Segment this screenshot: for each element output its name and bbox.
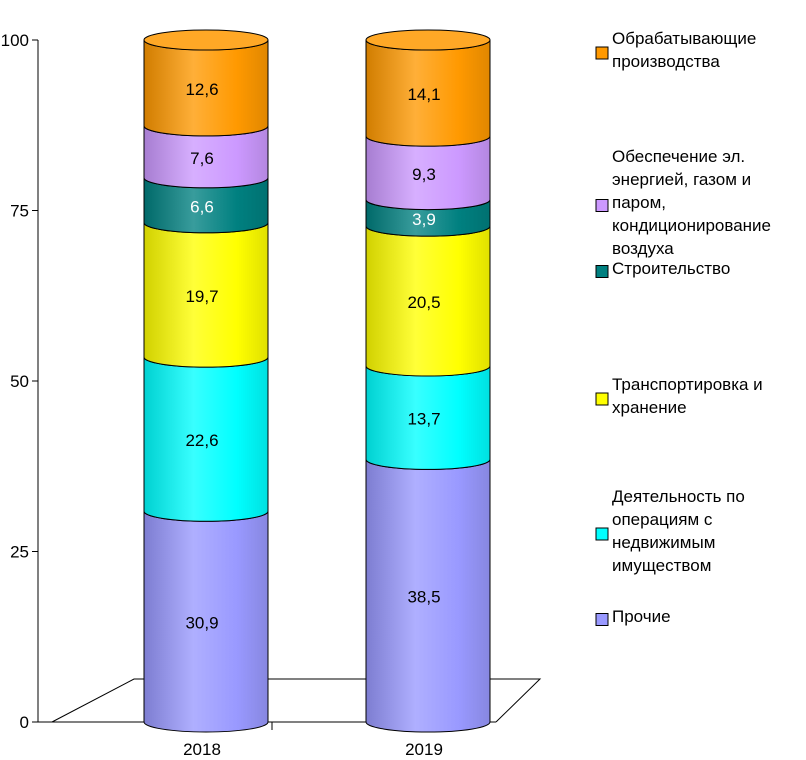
data-label: 14,1: [407, 85, 440, 104]
legend-swatch: [595, 392, 609, 406]
data-labels: 30,9 22,6 19,7 6,6 7,6 12,6 38,5 13,7 20,5 3,9 9,3…: [185, 80, 440, 633]
legend-label-line: кондиционирование: [612, 216, 771, 235]
bar-top-cap: [143, 29, 269, 51]
legend-label-line: Деятельность по: [612, 487, 745, 506]
data-label: 3,9: [412, 210, 436, 229]
data-label: 7,6: [190, 149, 214, 168]
legend-label: Прочие: [612, 607, 671, 626]
legend-swatch: [595, 527, 609, 541]
bars: [143, 29, 491, 733]
bar-top-cap: [365, 29, 491, 51]
legend-label-line: Обеспечение эл.: [612, 147, 745, 166]
data-label: 19,7: [185, 287, 218, 306]
legend-label: Деятельность по операциям с недвижимым имущ…: [612, 487, 745, 575]
y-tick-label: 50: [10, 372, 29, 391]
legend-swatch: [595, 46, 609, 60]
floor-outline: [51, 678, 542, 723]
legend-swatch: [595, 265, 609, 278]
legend-label-line: Прочие: [612, 607, 671, 626]
legend-label-line: воздуха: [612, 239, 674, 258]
legend-label: Транспортировка и хранение: [612, 375, 763, 417]
legend-swatch: [595, 613, 609, 626]
data-label: 12,6: [185, 80, 218, 99]
data-label: 20,5: [407, 293, 440, 312]
legend-label-line: производства: [612, 52, 720, 71]
data-label: 9,3: [412, 165, 436, 184]
legend-label: Обеспечение эл. энергией, газом и паром, ко…: [612, 147, 771, 258]
legend-label-line: Обрабатывающие: [612, 29, 756, 48]
legend-label-line: операциям с: [612, 510, 713, 529]
chart-floor: [51, 678, 542, 723]
legend-label-line: имуществом: [612, 556, 711, 575]
legend-label-line: энергией, газом и: [612, 170, 751, 189]
y-tick-label: 25: [10, 543, 29, 562]
y-tick-label: 0: [20, 713, 29, 732]
data-label: 13,7: [407, 410, 440, 429]
y-tick-label: 100: [1, 31, 29, 50]
legend-label: Строительство: [612, 259, 730, 278]
value-axis: 0 25 50 75 100 2018 2019: [1, 31, 496, 759]
legend: Обрабатывающие производства Обеспечение эл…: [595, 29, 771, 626]
legend-label-line: Транспортировка и: [612, 375, 763, 394]
legend-swatch: [595, 199, 609, 212]
legend-label: Обрабатывающие производства: [612, 29, 756, 71]
legend-label-line: хранение: [612, 398, 687, 417]
data-label: 22,6: [185, 431, 218, 450]
y-tick-label: 75: [10, 202, 29, 221]
legend-label-line: Строительство: [612, 259, 730, 278]
data-label: 30,9: [185, 614, 218, 633]
legend-label-line: паром,: [612, 193, 666, 212]
data-label: 38,5: [407, 588, 440, 607]
x-tick-label: 2018: [183, 740, 221, 759]
legend-label-line: недвижимым: [612, 533, 715, 552]
data-label: 6,6: [190, 197, 214, 216]
x-tick-label: 2019: [405, 740, 443, 759]
